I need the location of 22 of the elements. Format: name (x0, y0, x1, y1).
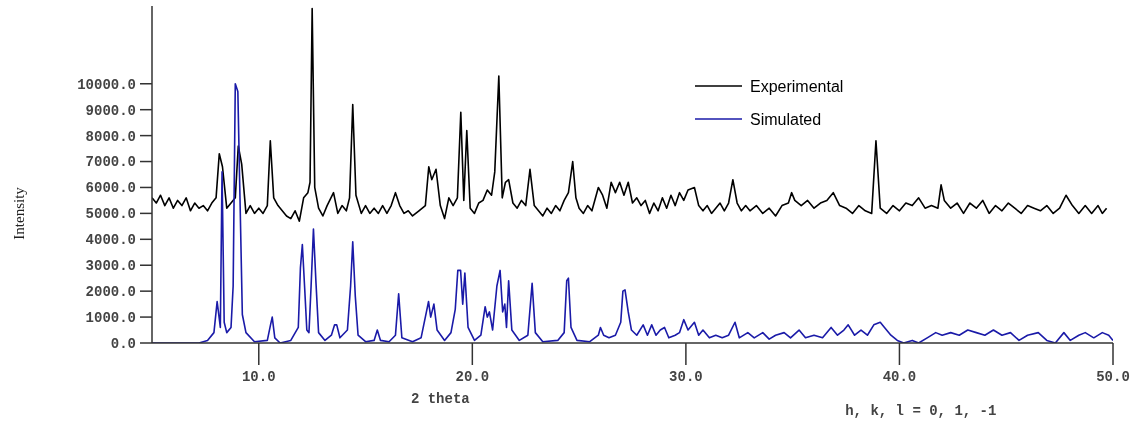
y-tick-label: 3000.0 (85, 258, 136, 275)
line-series (152, 7, 1108, 222)
y-tick-label: 1000.0 (85, 309, 136, 326)
text: h, k, l = 0, 1, -1 (845, 403, 997, 419)
y-tick-label: 4000.0 (85, 232, 136, 249)
x-tick-label: 40.0 (882, 369, 917, 385)
y-tick-label: 6000.0 (85, 180, 136, 197)
legend-label: Experimental (750, 77, 844, 95)
y-axis-title: Intensity (11, 186, 27, 240)
x-tick-label: 30.0 (669, 369, 703, 385)
y-tick-label: 5000.0 (85, 206, 136, 223)
y-tick-label: 10000.0 (77, 76, 136, 93)
x-tick-label: 10.0 (241, 369, 276, 385)
x-tick-label: 20.0 (455, 369, 490, 385)
y-tick-label: 0.0 (110, 335, 136, 352)
x-tick-label: 50.0 (1096, 369, 1130, 385)
x-axis-title: 2 theta (410, 391, 471, 407)
y-tick-label: 9000.0 (85, 102, 136, 119)
legend-label: Simulated (750, 110, 822, 128)
y-tick-label: 7000.0 (85, 154, 136, 171)
y-tick-label: 2000.0 (85, 284, 136, 301)
y-tick-label: 8000.0 (85, 128, 136, 145)
